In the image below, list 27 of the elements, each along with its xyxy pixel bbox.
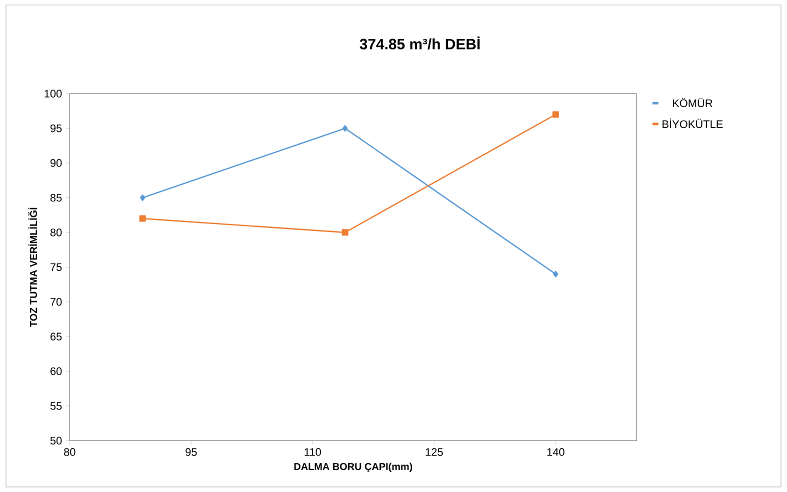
y-tick-label: 60 [50, 367, 62, 376]
y-tick-label: 85 [50, 194, 62, 202]
y-tick-label: 100 [44, 90, 62, 98]
x-tick-label: 110 [304, 448, 321, 456]
x-tick-label: 80 [64, 448, 76, 456]
x-tick-label: 95 [186, 448, 197, 456]
chart-title: 374.85 m³/h DEBİ [360, 36, 480, 50]
x-axis-title: DALMA BORU ÇAPI(mm) [294, 462, 412, 472]
point [140, 194, 146, 201]
y-tick-label: 65 [50, 332, 62, 340]
y-axis-title: TOZ TUTMA VERİMLİLİĞİ [28, 208, 38, 327]
y-tick-label: 70 [50, 298, 62, 306]
y-tick-label: 95 [50, 124, 62, 132]
y-tick-label: 75 [50, 263, 62, 271]
x-tick-label: 125 [426, 448, 443, 456]
point [139, 215, 146, 222]
y-tick-label: 80 [50, 228, 62, 236]
point [342, 229, 348, 236]
legend-label: BİYOKÜTLE [662, 118, 723, 128]
y-tick-label: 50 [50, 436, 62, 445]
y-tick-label: 90 [50, 159, 62, 167]
y-tick-label: 55 [50, 402, 62, 410]
point [553, 270, 558, 278]
legend-label: KÖMÜR [672, 98, 712, 108]
point [342, 125, 348, 132]
x-tick-label: 140 [547, 448, 564, 456]
point [552, 111, 559, 118]
